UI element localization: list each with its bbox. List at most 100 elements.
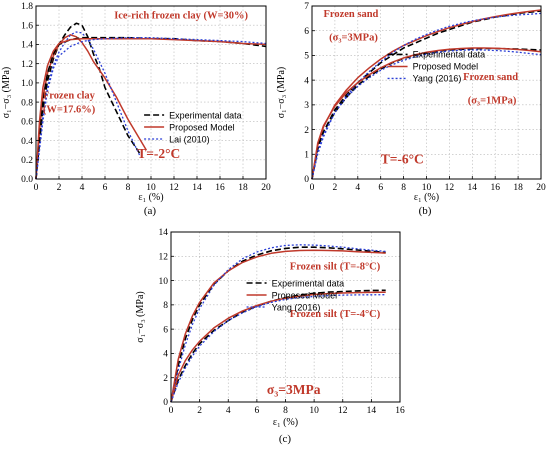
legend-label: Proposed Model bbox=[169, 122, 235, 132]
panel-a: 0 2 4 6 8 10 12 14 16 18 20 0.0 0.2 0.4 0.6 0.8 1.0 1.2 1.… bbox=[1, 2, 271, 217]
x-tick-label: 6 bbox=[103, 183, 108, 193]
x-tick-label: 0 bbox=[169, 406, 174, 416]
x-tick-label: 8 bbox=[283, 406, 288, 416]
y-tick-label: 4 bbox=[304, 76, 309, 86]
legend-label: Yang (2016) bbox=[413, 74, 462, 84]
series-ice-rich-frozen-clay-proposed bbox=[35, 37, 267, 180]
x-tick-label: 2 bbox=[333, 183, 338, 193]
y-tick-label: 0 bbox=[304, 175, 309, 185]
y-tick-label: 5 bbox=[304, 52, 309, 62]
annotation: T=-2°C bbox=[137, 146, 180, 161]
y-tick-label: 8 bbox=[163, 301, 168, 311]
series-group bbox=[35, 22, 267, 180]
y-tick-label: 7 bbox=[304, 2, 309, 12]
x-tick-label: 14 bbox=[367, 406, 377, 416]
panel-caption: (a) bbox=[144, 205, 157, 217]
annotation: (W=17.6%) bbox=[43, 105, 96, 116]
y-tick-label: 0.6 bbox=[21, 118, 33, 128]
y-tick-label: 1.4 bbox=[21, 41, 33, 51]
y-tick-label: 6 bbox=[304, 27, 309, 37]
y-tick-label: 1 bbox=[304, 150, 309, 160]
legend: Experimental data Proposed Model Yang (201… bbox=[246, 278, 344, 312]
x-tick-label: 8 bbox=[126, 183, 131, 193]
series-frozen-sand-3mpa-proposed bbox=[311, 9, 542, 180]
y-tick-label: 12 bbox=[159, 252, 169, 262]
annotation: σ₃=3MPa bbox=[267, 382, 321, 397]
legend-label: Proposed Model bbox=[413, 62, 479, 72]
legend: Experimental data Proposed Model Lai (2010… bbox=[144, 110, 242, 144]
x-tick-label: 12 bbox=[169, 183, 179, 193]
x-tick-label: 16 bbox=[215, 183, 225, 193]
annotation: (σ₃=1MPa) bbox=[468, 96, 517, 107]
y-tick-label: 6 bbox=[163, 325, 168, 335]
panel-c: 0 2 4 6 8 10 12 14 16 0 2 4 6 8 10 12 14 ε₁ (%) σ₁−σ₃ (MPa… bbox=[135, 228, 405, 445]
x-tick-label: 14 bbox=[468, 183, 478, 193]
annotation: Frozen sand bbox=[463, 72, 518, 83]
y-tick-label: 10 bbox=[159, 277, 169, 287]
legend-label: Yang (2016) bbox=[272, 302, 321, 312]
x-tick-label: 2 bbox=[197, 406, 202, 416]
series-frozen-clay-experimental bbox=[35, 22, 141, 180]
y-tick-label: 1.0 bbox=[21, 79, 33, 89]
y-tick-label: 14 bbox=[159, 228, 169, 238]
y-tick-label: 4 bbox=[163, 350, 168, 360]
x-tick-label: 4 bbox=[80, 183, 85, 193]
panel-caption: (b) bbox=[419, 205, 432, 217]
series-frozen-sand-1mpa-yang bbox=[311, 49, 542, 180]
x-tick-label: 18 bbox=[238, 183, 248, 193]
series-frozen-silt-8c-yang bbox=[170, 244, 386, 403]
series-frozen-silt-4c-yang bbox=[170, 294, 386, 403]
annotation: Frozen clay bbox=[43, 90, 96, 101]
grid bbox=[171, 232, 400, 402]
x-tick-label: 10 bbox=[422, 183, 432, 193]
y-axis-label: σ₁−σ₃ (MPa) bbox=[1, 67, 12, 118]
annotation: Frozen silt (T=-8°C) bbox=[290, 262, 381, 273]
series-frozen-clay-proposed bbox=[35, 34, 148, 180]
annotation: Ice-rich frozen clay (W=30%) bbox=[114, 10, 248, 21]
x-axis-label: ε₁ (%) bbox=[138, 192, 163, 203]
series-group bbox=[170, 244, 386, 403]
y-tick-label: 0.4 bbox=[21, 137, 33, 147]
y-tick-label: 0.0 bbox=[21, 175, 33, 185]
x-tick-label: 4 bbox=[226, 406, 231, 416]
legend-label: Experimental data bbox=[169, 110, 242, 120]
x-tick-label: 10 bbox=[146, 183, 156, 193]
y-tick-label: 3 bbox=[304, 101, 309, 111]
legend-label: Lai (2010) bbox=[169, 134, 210, 144]
x-tick-label: 18 bbox=[513, 183, 523, 193]
x-tick-label: 8 bbox=[401, 183, 406, 193]
y-tick-label: 2 bbox=[304, 126, 309, 136]
y-tick-label: 1.6 bbox=[21, 21, 33, 31]
y-tick-label: 1.8 bbox=[21, 2, 33, 12]
x-tick-label: 4 bbox=[355, 183, 360, 193]
series-ice-rich-frozen-clay-lai bbox=[35, 37, 267, 180]
x-axis-label: ε₁ (%) bbox=[273, 417, 298, 428]
y-tick-label: 2 bbox=[163, 374, 168, 384]
x-tick-label: 20 bbox=[261, 183, 271, 193]
x-tick-label: 12 bbox=[445, 183, 455, 193]
y-axis-label: σ₁−σ₃ (MPa) bbox=[135, 291, 146, 342]
annotation: Frozen sand bbox=[323, 9, 378, 20]
x-tick-label: 16 bbox=[490, 183, 500, 193]
y-tick-label: 0.2 bbox=[21, 156, 33, 166]
x-tick-label: 0 bbox=[310, 183, 315, 193]
series-frozen-sand-3mpa-experimental bbox=[311, 10, 542, 180]
series-frozen-silt-8c-experimental bbox=[170, 246, 386, 403]
x-tick-label: 14 bbox=[192, 183, 202, 193]
annotation: (σ₃=3MPa) bbox=[329, 33, 378, 44]
annotation: Frozen silt (T=-4°C) bbox=[290, 309, 381, 320]
x-tick-label: 6 bbox=[255, 406, 260, 416]
x-tick-label: 16 bbox=[395, 406, 405, 416]
y-tick-label: 0 bbox=[163, 398, 168, 408]
series-frozen-sand-1mpa-proposed bbox=[311, 47, 542, 180]
x-tick-label: 6 bbox=[378, 183, 383, 193]
x-tick-label: 0 bbox=[34, 183, 39, 193]
series-group bbox=[311, 9, 542, 180]
annotation: T=-6°C bbox=[381, 152, 424, 167]
legend-label: Proposed Model bbox=[272, 290, 338, 300]
grid bbox=[36, 6, 266, 179]
legend: Experimental data Proposed Model Yang (201… bbox=[387, 50, 486, 84]
legend-label: Experimental data bbox=[413, 50, 486, 60]
x-tick-label: 2 bbox=[57, 183, 62, 193]
